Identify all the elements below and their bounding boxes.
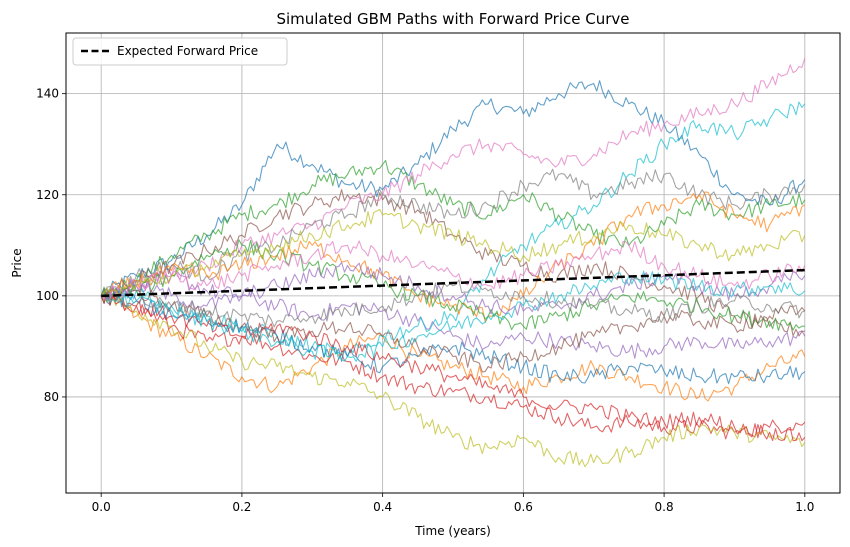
gbm-path-2 bbox=[100, 292, 806, 402]
gbm-path-4 bbox=[100, 289, 806, 440]
gbm-path-14 bbox=[100, 293, 806, 442]
x-tick-label: 0.6 bbox=[514, 500, 533, 514]
gbm-path-17 bbox=[100, 240, 806, 301]
gbm-path-16 bbox=[100, 286, 806, 373]
y-tick-label: 140 bbox=[36, 87, 59, 101]
x-axis-label: Time (years) bbox=[414, 524, 491, 538]
forward-price-line bbox=[101, 268, 805, 298]
plot-frame bbox=[65, 32, 841, 494]
x-tick-label: 0.0 bbox=[92, 500, 111, 514]
gbm-path-19 bbox=[100, 208, 806, 299]
series-paths bbox=[100, 58, 806, 468]
y-axis-label: Price bbox=[10, 248, 24, 277]
gbm-path-3 bbox=[100, 159, 806, 300]
gbm-path-18 bbox=[100, 279, 805, 328]
gbm-path-20 bbox=[100, 270, 806, 362]
x-tick-label: 1.0 bbox=[795, 500, 814, 514]
axis-ticks: 0.0 0.2 0.4 0.6 0.8 1.0 80 100 120 140 bbox=[36, 87, 814, 514]
y-tick-label: 100 bbox=[36, 289, 59, 303]
gbm-path-1 bbox=[100, 80, 806, 297]
gbm-path-13 bbox=[100, 239, 805, 331]
gbm-path-5 bbox=[100, 268, 806, 359]
x-tick-label: 0.4 bbox=[373, 500, 392, 514]
y-tick-label: 80 bbox=[44, 390, 59, 404]
gbm-path-9 bbox=[100, 291, 806, 468]
legend: Expected Forward Price bbox=[72, 37, 288, 66]
chart-title: Simulated GBM Paths with Forward Price C… bbox=[276, 10, 629, 28]
gbm-path-8 bbox=[100, 168, 806, 301]
x-tick-label: 0.2 bbox=[232, 500, 251, 514]
legend-entry-forward: Expected Forward Price bbox=[117, 44, 258, 58]
forward-curve-layer bbox=[101, 268, 805, 298]
y-tick-label: 120 bbox=[36, 188, 59, 202]
legend-box bbox=[72, 37, 288, 66]
x-tick-label: 0.8 bbox=[655, 500, 674, 514]
